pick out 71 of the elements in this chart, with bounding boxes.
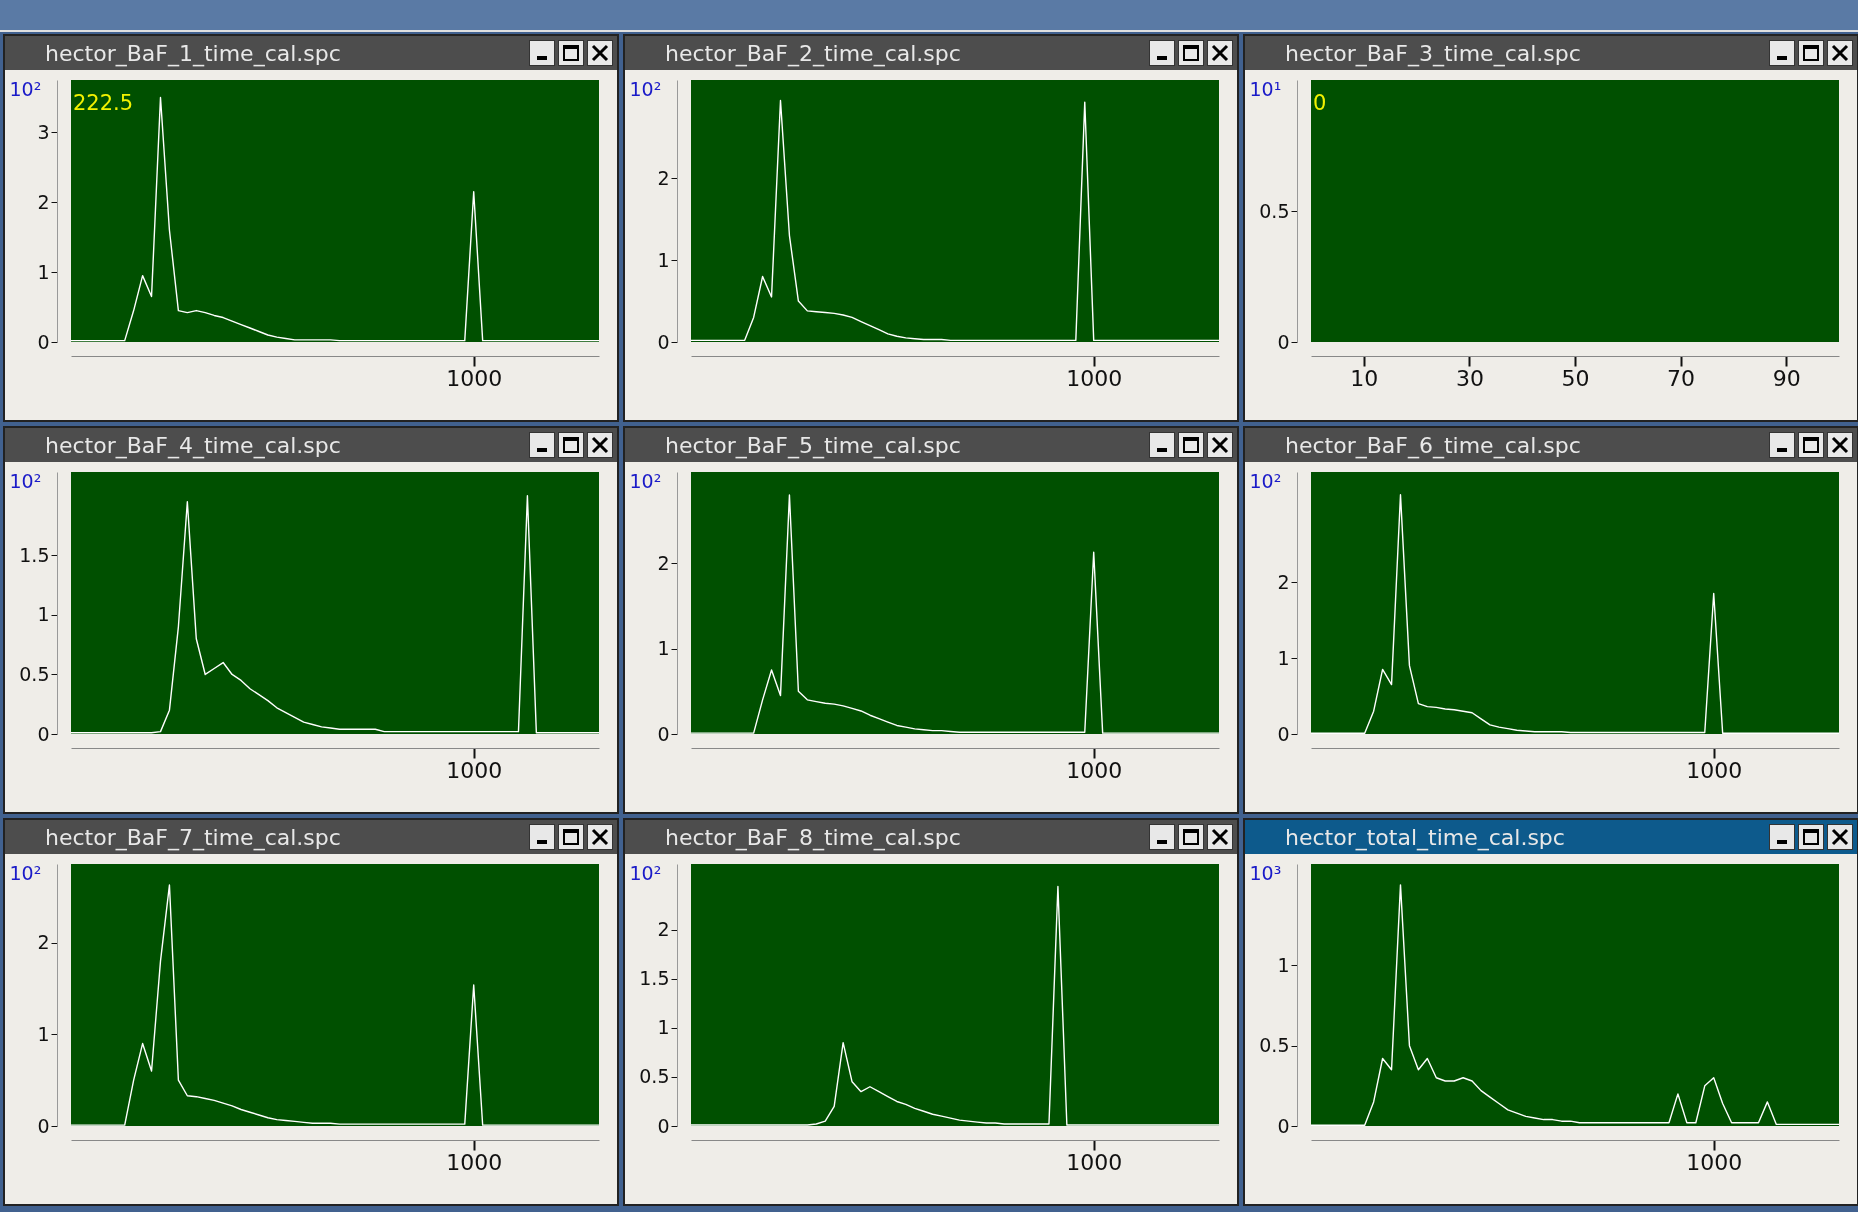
y-tick-label: 0.5: [639, 1065, 670, 1088]
y-tick-label: 1: [37, 603, 50, 626]
chart-title: hector_BaF_4_time_cal.spc: [45, 432, 341, 458]
y-tick-label: 0: [657, 722, 670, 745]
annotation: 0: [1313, 91, 1327, 115]
line-series: [71, 495, 599, 734]
y-tick-label: 0.5: [1259, 199, 1290, 222]
line-series: [691, 494, 1219, 734]
y-tick-label: 0: [1277, 1114, 1290, 1137]
x-tick-label: 50: [1561, 365, 1590, 391]
x-tick-label: 1000: [1686, 757, 1743, 783]
y-tick-label: 0: [657, 330, 670, 353]
y-tick-label: 2: [37, 190, 50, 213]
y-axis-title: 10²: [629, 469, 662, 492]
y-tick-label: 1: [1277, 953, 1290, 976]
y-tick-label: 1.5: [19, 543, 50, 566]
chart-title: hector_BaF_7_time_cal.spc: [45, 824, 341, 850]
x-tick-label: 1000: [446, 757, 503, 783]
y-tick-label: 1: [37, 260, 50, 283]
chart-title: hector_BaF_6_time_cal.spc: [1285, 432, 1581, 458]
x-tick-label: 10: [1350, 365, 1379, 391]
y-axis-title: 10²: [1249, 469, 1282, 492]
y-tick-label: 0: [37, 722, 50, 745]
chart-title: hector_BaF_5_time_cal.spc: [665, 432, 961, 458]
chart-title: hector_BaF_2_time_cal.spc: [665, 40, 961, 66]
y-tick-label: 2: [657, 918, 670, 941]
chart-title: hector_total_time_cal.spc: [1285, 824, 1565, 850]
y-tick-label: 2: [657, 166, 670, 189]
line-series: [691, 885, 1219, 1126]
y-axis-title: 10²: [629, 861, 662, 884]
y-axis-title: 10²: [629, 77, 662, 100]
x-tick-label: 1000: [446, 1149, 503, 1175]
y-tick-label: 0: [1277, 330, 1290, 353]
line-series: [71, 96, 599, 342]
y-tick-label: 1.5: [639, 967, 670, 990]
y-tick-label: 2: [37, 931, 50, 954]
chart-title: hector_BaF_8_time_cal.spc: [665, 824, 961, 850]
y-tick-label: 2: [1277, 570, 1290, 593]
y-tick-label: 1: [37, 1022, 50, 1045]
x-tick-label: 1000: [1066, 757, 1123, 783]
annotation: 222.5: [73, 91, 134, 115]
chart-title: hector_BaF_1_time_cal.spc: [45, 40, 341, 66]
y-tick-label: 0.5: [1259, 1034, 1290, 1057]
y-tick-label: 2: [657, 551, 670, 574]
line-series: [71, 884, 599, 1126]
y-tick-label: 3: [37, 120, 50, 143]
y-axis-title: 10²: [9, 469, 42, 492]
y-tick-label: 0: [657, 1114, 670, 1137]
line-series: [691, 99, 1219, 342]
y-tick-label: 0: [37, 1114, 50, 1137]
y-axis-title: 10²: [9, 861, 42, 884]
chart-title: hector_BaF_3_time_cal.spc: [1285, 40, 1581, 66]
y-tick-label: 0: [1277, 722, 1290, 745]
x-tick-label: 1000: [446, 365, 503, 391]
y-tick-label: 0.5: [19, 662, 50, 685]
line-series: [1311, 884, 1839, 1126]
line-series: [1311, 494, 1839, 734]
x-tick-label: 1000: [1686, 1149, 1743, 1175]
x-tick-label: 1000: [1066, 1149, 1123, 1175]
x-tick-label: 1000: [1066, 365, 1123, 391]
y-tick-label: 1: [657, 248, 670, 271]
x-tick-label: 30: [1455, 365, 1484, 391]
y-tick-label: 1: [1277, 646, 1290, 669]
y-tick-label: 0: [37, 330, 50, 353]
y-axis-title: 10³: [1249, 861, 1282, 884]
y-axis-title: 10¹: [1249, 77, 1282, 100]
x-tick-label: 90: [1772, 365, 1801, 391]
y-tick-label: 1: [657, 637, 670, 660]
y-axis-title: 10²: [9, 77, 42, 100]
x-tick-label: 70: [1667, 365, 1696, 391]
y-tick-label: 1: [657, 1016, 670, 1039]
